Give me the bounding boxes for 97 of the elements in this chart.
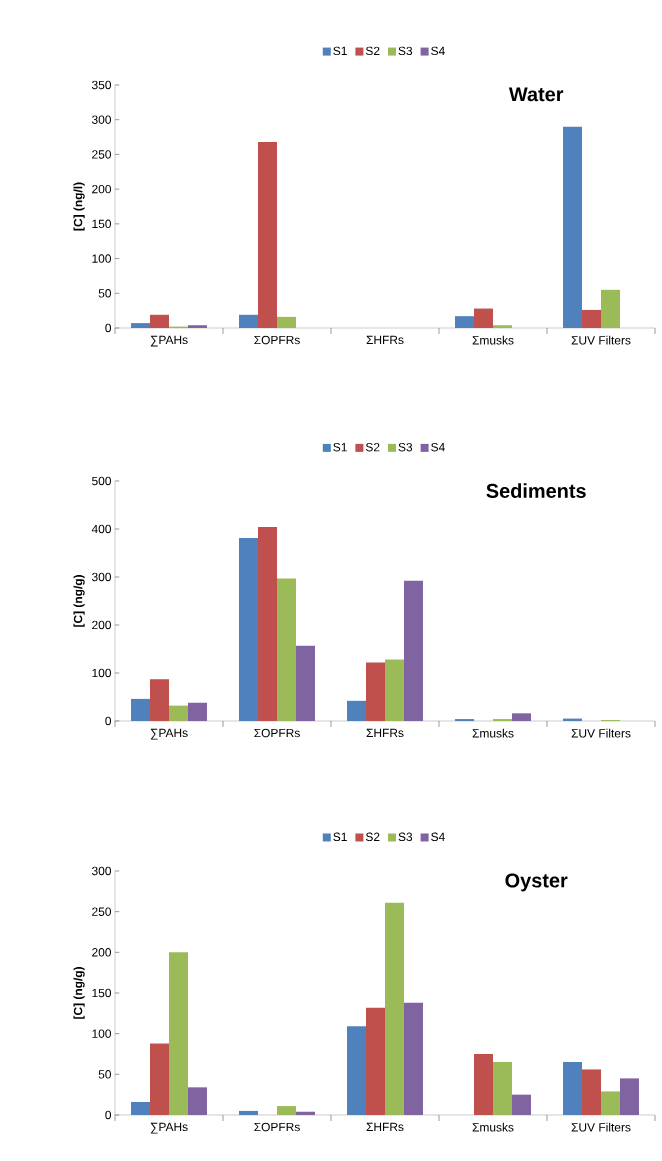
y-tick-label: 300 — [91, 115, 112, 124]
bar — [296, 645, 315, 721]
legend-label: S1 — [333, 46, 347, 56]
y-tick-label: 250 — [92, 150, 112, 159]
bar — [150, 1043, 169, 1115]
y-tick-label: 0 — [105, 1110, 112, 1120]
bar — [385, 659, 404, 721]
bar — [258, 141, 277, 328]
x-tick-label: ΣOPFRs — [254, 728, 300, 738]
bar — [296, 1111, 315, 1115]
legend-label: S3 — [398, 442, 413, 452]
legend-label: S3 — [398, 832, 413, 842]
chart-title: Sediments — [486, 483, 586, 498]
x-tick-label: Σmusks — [472, 1122, 514, 1132]
bar — [239, 538, 258, 721]
x-tick-label: ΣOPFRs — [254, 1122, 300, 1132]
x-tick-label: Σmusks — [472, 728, 514, 738]
x-tick-label: Σmusks — [472, 335, 514, 345]
bar — [258, 527, 277, 721]
bar — [474, 308, 493, 328]
y-axis-title: [C] (ng/g) — [73, 575, 85, 627]
bar — [512, 713, 531, 721]
bar — [474, 1053, 493, 1115]
bar — [277, 1106, 296, 1115]
y-tick-label: 150 — [92, 219, 112, 229]
x-tick-label: ΣOPFRs — [254, 335, 300, 345]
y-tick-label: 250 — [92, 907, 112, 916]
y-axis-title: [C] (ng/l) — [73, 182, 85, 231]
x-tick-label: ΣHFRs — [366, 335, 404, 345]
y-tick-label: 100 — [92, 1029, 112, 1038]
bar — [563, 1062, 582, 1115]
y-tick-label: 300 — [91, 866, 112, 876]
y-tick-label: 0 — [105, 716, 112, 726]
chart-title: Water — [508, 87, 564, 102]
y-axis-title: [C] (ng/g) — [73, 967, 85, 1019]
bar — [404, 1002, 423, 1115]
legend-label: S4 — [431, 832, 445, 842]
bar — [601, 289, 620, 328]
chart-title: Oyster — [505, 873, 568, 892]
x-tick-label: ΣUV Filters — [571, 728, 631, 738]
bar — [277, 578, 296, 721]
bar — [169, 705, 188, 721]
legend-label: S2 — [365, 442, 380, 452]
bar — [582, 309, 601, 328]
bar — [601, 1091, 620, 1115]
bar — [131, 323, 150, 328]
x-tick-label: ΣHFRs — [366, 1122, 404, 1132]
bar — [366, 1007, 385, 1115]
y-tick-label: 50 — [98, 1070, 112, 1079]
y-tick-label: 150 — [92, 988, 112, 998]
y-tick-label: 200 — [92, 620, 112, 630]
bar — [150, 679, 169, 721]
bar — [347, 1026, 366, 1115]
bar — [188, 702, 207, 721]
y-tick-label: 200 — [92, 184, 112, 194]
y-tick-label: 200 — [92, 948, 112, 957]
bar — [385, 902, 404, 1115]
bar — [188, 325, 207, 328]
bar — [512, 1094, 531, 1115]
bar — [347, 700, 366, 721]
legend-label: S4 — [431, 442, 445, 452]
legend-label: S1 — [333, 442, 347, 452]
x-tick-label: ΣUV Filters — [571, 1122, 631, 1132]
x-tick-label: ∑PAHs — [150, 335, 188, 347]
legend-label: S4 — [431, 46, 445, 56]
y-tick-label: 100 — [92, 254, 112, 263]
x-tick-label: ∑PAHs — [150, 1122, 188, 1134]
legend-label: S2 — [365, 46, 380, 56]
bar — [493, 1062, 512, 1115]
x-tick-label: ΣHFRs — [366, 728, 404, 738]
bar — [169, 952, 188, 1115]
y-tick-label: 500 — [92, 476, 112, 486]
y-tick-label: 50 — [98, 289, 112, 298]
y-tick-label: 300 — [91, 572, 112, 582]
legend-label: S3 — [398, 46, 413, 56]
bar — [239, 1110, 258, 1115]
bar — [493, 325, 512, 328]
y-tick-label: 350 — [91, 80, 112, 90]
bar — [131, 698, 150, 721]
bar — [620, 1078, 639, 1115]
bar — [582, 1069, 601, 1115]
legend-label: S1 — [333, 832, 347, 842]
bar — [455, 316, 474, 328]
y-tick-label: 0 — [105, 323, 112, 333]
bar — [404, 580, 423, 721]
x-tick-label: ΣUV Filters — [571, 335, 631, 345]
bar — [239, 314, 258, 328]
bar — [563, 126, 582, 328]
legend-label: S2 — [365, 832, 380, 842]
y-tick-label: 400 — [91, 524, 112, 534]
bar — [366, 662, 385, 721]
bar — [277, 316, 296, 328]
bar — [150, 314, 169, 328]
bar — [188, 1087, 207, 1115]
y-tick-label: 100 — [92, 668, 112, 678]
bar — [131, 1101, 150, 1115]
x-tick-label: ∑PAHs — [150, 728, 188, 740]
